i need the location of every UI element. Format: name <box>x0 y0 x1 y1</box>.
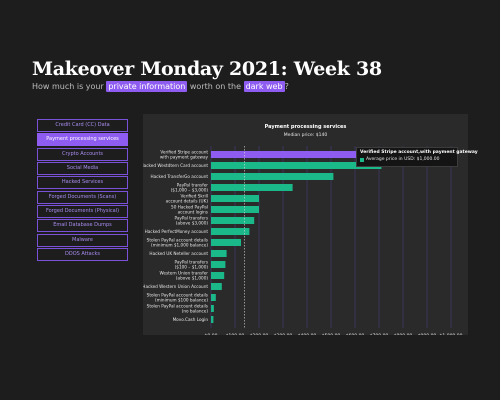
category-label: ($1,000 – $3,000) <box>171 188 209 193</box>
nav-item-ddos-attacks[interactable]: DDOS Attacks <box>37 248 128 261</box>
category-label: account logins <box>178 210 208 215</box>
x-tick-label: $1,000.00 <box>440 333 463 335</box>
page-subtitle: How much is your private information wor… <box>32 82 289 91</box>
category-label: Hacked UK Neteller account <box>149 251 208 256</box>
category-label: Hacked Westdtern Card account <box>143 163 208 168</box>
bar[interactable] <box>211 217 254 224</box>
bar[interactable] <box>211 184 293 191</box>
subtitle-text-start: How much is your <box>32 82 104 91</box>
category-label: Movo.Cash Login <box>173 317 209 322</box>
x-tick-label: $400.00 <box>298 333 317 335</box>
category-label: (minimum $100 balance) <box>155 298 208 303</box>
category-label: (no balance) <box>182 309 209 314</box>
bar[interactable] <box>211 283 222 290</box>
x-tick-label: $700.00 <box>370 333 389 335</box>
nav-item-credit-card-cc-data[interactable]: Credit Card (CC) Data <box>37 119 128 132</box>
category-label: (above $1,000) <box>176 276 208 281</box>
x-tick-label: $500.00 <box>322 333 341 335</box>
subtitle-text-end: ? <box>285 82 289 91</box>
tooltip-value: Average price in USD: $1,000.00 <box>366 157 440 162</box>
x-tick-label: $600.00 <box>346 333 365 335</box>
bar[interactable] <box>211 228 249 235</box>
category-label: account details (UK) <box>166 199 209 204</box>
tooltip-swatch <box>360 158 364 162</box>
page-title: Makeover Monday 2021: Week 38 <box>32 58 382 80</box>
category-label: with payment gateway <box>160 155 209 160</box>
nav-item-forged-documents-scans[interactable]: Forged Documents (Scans) <box>37 191 128 204</box>
bar[interactable] <box>211 195 259 202</box>
x-tick-label: $200.00 <box>250 333 269 335</box>
chart-tooltip: Verified Stripe account,with payment gat… <box>356 147 458 167</box>
subtitle-highlight-dark-web: dark web <box>244 81 285 92</box>
bar[interactable] <box>211 261 225 268</box>
x-tick-label: $300.00 <box>274 333 293 335</box>
bar[interactable] <box>211 272 224 279</box>
subtitle-highlight-private-information: private information <box>106 81 187 92</box>
bar[interactable] <box>211 250 227 257</box>
category-label: ($100 – $1,000) <box>175 265 209 270</box>
bar[interactable] <box>211 173 333 180</box>
nav-item-social-media[interactable]: Social Media <box>37 162 128 175</box>
bar[interactable] <box>211 239 241 246</box>
category-label: Hacked TransferGo account <box>150 174 208 179</box>
nav-item-payment-processing-services[interactable]: Payment processing services <box>37 133 128 146</box>
nav-item-email-database-dumps[interactable]: Email Database Dumps <box>37 219 128 232</box>
nav-item-malware[interactable]: Malware <box>37 234 128 247</box>
category-label: (above $3,000) <box>176 221 208 226</box>
nav-item-crypto-accounts[interactable]: Crypto Accounts <box>37 148 128 161</box>
bar[interactable] <box>211 294 216 301</box>
tooltip-title: Verified Stripe account,with payment gat… <box>360 150 478 155</box>
category-label: (minimum $1,000 balance) <box>151 243 208 248</box>
x-tick-label: $900.00 <box>418 333 437 335</box>
category-label: Hacked Western Union Account <box>143 284 208 289</box>
category-nav: Credit Card (CC) Data Payment processing … <box>37 119 128 262</box>
x-tick-label: $800.00 <box>394 333 413 335</box>
nav-item-forged-documents-physical[interactable]: Forged Documents (Physical) <box>37 205 128 218</box>
chart-panel: Payment processing services Median price… <box>143 114 468 335</box>
nav-item-hacked-services[interactable]: Hacked Services <box>37 176 128 189</box>
x-tick-label: $100.00 <box>226 333 245 335</box>
bar[interactable] <box>211 305 214 312</box>
bar[interactable] <box>211 316 213 323</box>
x-tick-label: $0.00 <box>205 333 218 335</box>
bar[interactable] <box>211 206 259 213</box>
subtitle-text-middle: worth on the <box>190 82 241 91</box>
category-label: Hacked PerfectMoney account <box>145 229 209 234</box>
